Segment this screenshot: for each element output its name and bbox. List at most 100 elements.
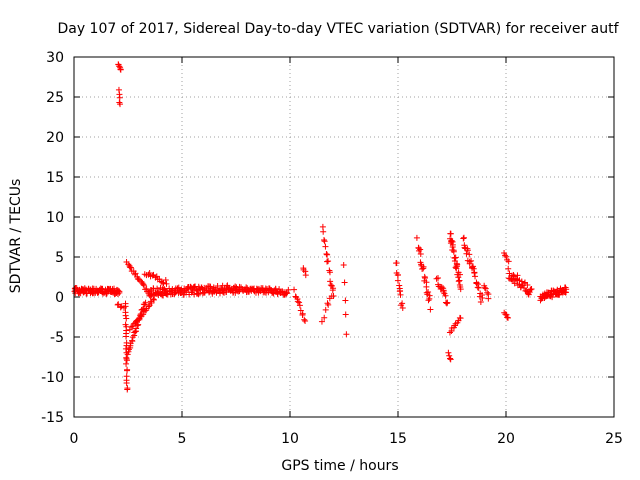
data-point [457,315,464,322]
data-point [146,269,153,276]
data-point [456,271,463,278]
data-point [117,66,124,73]
y-tick-label: 5 [55,250,64,266]
data-point [417,246,424,253]
data-point [321,238,328,245]
data-point [455,278,462,285]
data-point [446,329,453,336]
data-point [145,303,152,310]
data-point [129,334,136,341]
data-point [327,282,334,289]
x-tick-label: 0 [70,431,79,447]
x-tick-label: 15 [389,431,407,447]
data-point [502,252,509,259]
data-point [123,315,130,322]
data-point [299,310,306,317]
data-point [425,297,432,304]
data-point [115,301,122,308]
data-point [396,288,403,295]
data-point [160,280,167,287]
data-point [477,299,484,306]
data-point [302,272,309,279]
data-point [291,286,298,293]
data-point [549,294,556,301]
data-point [302,317,309,324]
data-point [114,301,121,308]
data-point [328,293,335,300]
x-tick-label: 20 [497,431,515,447]
grid-lines [74,57,614,417]
data-point [111,285,118,292]
data-point [466,260,473,267]
data-point [122,312,129,319]
chart-title: Day 107 of 2017, Sidereal Day-to-day VTE… [57,21,619,37]
y-tick-label: -10 [41,370,64,386]
data-point [297,307,304,314]
data-point [457,284,464,291]
data-point [117,101,124,108]
data-point [132,270,139,277]
data-point [447,230,454,237]
data-point [427,306,434,313]
data-point [435,274,442,281]
data-point [393,260,400,267]
data-point [475,284,482,291]
data-point [521,285,528,292]
data-point [461,242,468,249]
data-point [527,286,534,293]
data-point [285,286,292,293]
y-tick-label: 15 [46,170,64,186]
plot-frame [73,56,615,418]
data-point [446,352,453,359]
data-point [148,300,155,307]
data-point [224,282,231,289]
data-point [422,274,429,281]
data-point [433,275,440,282]
data-point [505,314,512,321]
data-point [114,287,121,294]
data-point [464,247,471,254]
data-point [394,271,401,278]
data-point [116,63,123,70]
data-point [129,338,136,345]
data-point [140,282,147,289]
data-point [123,355,130,362]
data-point [124,351,131,358]
data-point [133,325,140,332]
data-point [296,299,303,306]
data-point [482,285,489,292]
data-point [454,261,461,268]
y-tick-label: 0 [55,290,64,306]
data-point [445,349,452,356]
data-point [142,299,149,306]
data-point [505,265,512,272]
y-tick-label: 20 [46,130,64,146]
data-point [321,314,328,321]
y-tick-label: 25 [46,90,64,106]
data-point [326,269,333,276]
data-point [420,265,427,272]
data-point [140,281,147,288]
data-point [470,265,477,272]
data-point [396,282,403,289]
data-point [340,262,347,269]
data-point [116,288,123,295]
data-point [503,311,510,318]
data-point [302,268,309,275]
data-point [426,295,433,302]
data-point [451,255,458,262]
axis-ticks: 0 5 10 15 20 25 -15 -10 -5 0 5 10 15 20 25 30 [41,50,623,447]
data-point [524,282,531,289]
data-point [123,333,130,340]
x-tick-label: 10 [281,431,299,447]
data-point [449,241,456,248]
data-point [472,273,479,280]
data-point [124,386,131,393]
data-point [463,250,470,257]
data-point [321,237,328,244]
data-point [460,235,467,242]
data-point [163,280,170,287]
data-point [301,316,308,323]
data-point [399,300,406,307]
